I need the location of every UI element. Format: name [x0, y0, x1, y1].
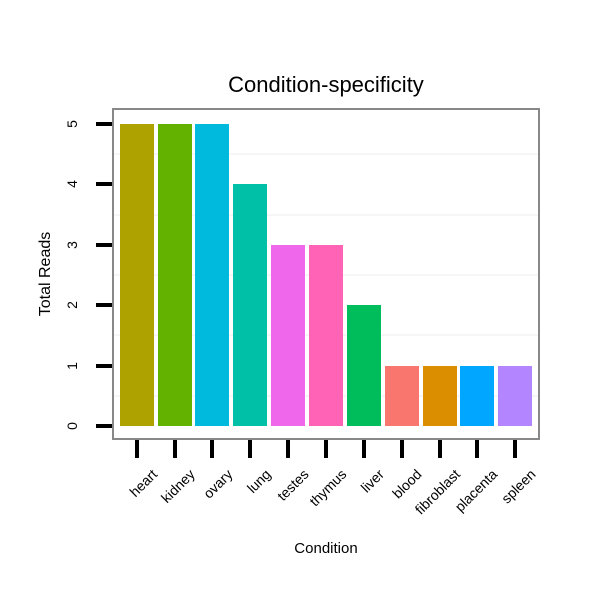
y-tick-label: 3 [64, 240, 80, 249]
bar-kidney [157, 124, 192, 426]
x-tick-thymus [324, 440, 328, 458]
x-tick-label: spleen [498, 466, 539, 507]
x-tick-fibroblast [437, 440, 442, 458]
y-tick-5 [96, 122, 112, 126]
bar-spleen [498, 365, 533, 426]
minor-gridline [114, 213, 538, 216]
x-tick-label: thymus [306, 466, 350, 510]
x-tick-liver [361, 440, 366, 458]
y-tick-4 [96, 182, 112, 187]
y-tick-label: 5 [64, 120, 80, 128]
x-tick-testes [286, 440, 291, 458]
y-tick-label: 2 [64, 301, 80, 310]
plot-panel [112, 108, 540, 440]
x-tick-label: heart [126, 466, 161, 500]
bar-blood [384, 365, 419, 426]
y-tick-0 [96, 424, 112, 428]
y-tick-label: 4 [64, 180, 80, 189]
x-tick-label: liver [357, 466, 388, 496]
x-tick-spleen [513, 440, 518, 458]
x-tick-label: ovary [200, 466, 236, 502]
bar-fibroblast [422, 365, 457, 426]
y-axis-title: Total Reads [37, 231, 54, 317]
x-axis-title: Condition [294, 540, 358, 557]
minor-gridline [114, 153, 538, 156]
y-tick-2 [96, 303, 112, 308]
bar-ovary [195, 124, 230, 426]
y-tick-1 [96, 363, 112, 368]
bar-placenta [460, 365, 495, 426]
bar-lung [233, 184, 268, 426]
x-tick-label: kidney [157, 466, 198, 506]
x-tick-placenta [475, 440, 480, 458]
y-tick-label: 1 [64, 361, 80, 370]
x-tick-kidney [172, 440, 177, 458]
chart-title: Condition-specificity [228, 72, 424, 97]
x-tick-ovary [210, 440, 215, 458]
bar-thymus [309, 244, 343, 426]
y-tick-label: 0 [64, 422, 80, 430]
x-tick-lung [248, 440, 253, 458]
bar-heart [119, 124, 154, 426]
x-tick-label: lung [243, 466, 274, 497]
x-tick-blood [399, 440, 404, 458]
bar-liver [346, 305, 381, 426]
bar-testes [271, 244, 306, 426]
x-tick-heart [134, 440, 139, 458]
y-tick-3 [96, 242, 112, 247]
